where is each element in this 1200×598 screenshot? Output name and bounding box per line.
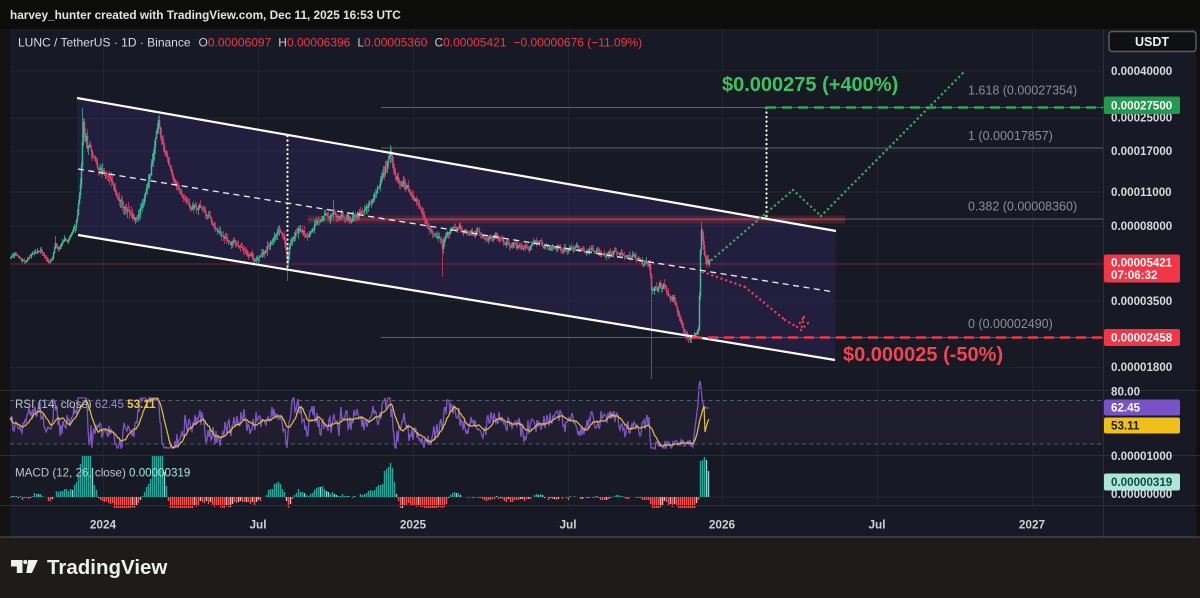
svg-text:Jul: Jul xyxy=(249,518,266,532)
svg-text:USDT: USDT xyxy=(1135,35,1169,49)
svg-text:$0.000025 (-50%): $0.000025 (-50%) xyxy=(843,344,1003,366)
svg-text:$0.000275 (+400%): $0.000275 (+400%) xyxy=(722,74,898,96)
svg-text:0.00001800: 0.00001800 xyxy=(1111,361,1172,374)
svg-text:0.00040000: 0.00040000 xyxy=(1111,65,1172,78)
svg-text:Jul: Jul xyxy=(559,518,576,532)
svg-text:07:06:32: 07:06:32 xyxy=(1111,269,1157,282)
svg-text:0.00025000: 0.00025000 xyxy=(1111,112,1172,125)
svg-text:80.00: 80.00 xyxy=(1111,386,1140,399)
svg-text:LUNC / TetherUS · 1D · Binance: LUNC / TetherUS · 1D · Binance O0.0000609… xyxy=(18,36,642,50)
svg-text:0 (0.00002490): 0 (0.00002490) xyxy=(968,317,1053,331)
svg-text:0.00000000: 0.00000000 xyxy=(1111,488,1172,501)
svg-text:harvey_hunter created with Tra: harvey_hunter created with TradingView.c… xyxy=(10,8,401,22)
svg-text:2024: 2024 xyxy=(90,518,117,532)
svg-text:0.00000319: 0.00000319 xyxy=(1111,476,1173,489)
svg-text:MACD (12, 26, close) 0.000003: MACD (12, 26, close) 0.00000319 xyxy=(15,467,190,480)
svg-text:TradingView: TradingView xyxy=(47,556,167,579)
svg-text:RSI (14, close) 62.45 53.11: RSI (14, close) 62.45 53.11 xyxy=(15,398,156,411)
svg-text:62.45: 62.45 xyxy=(1111,402,1141,415)
svg-text:0.00027500: 0.00027500 xyxy=(1111,100,1172,113)
svg-text:0.00011000: 0.00011000 xyxy=(1111,186,1172,199)
svg-text:2025: 2025 xyxy=(400,518,427,532)
svg-text:0.00008000: 0.00008000 xyxy=(1111,220,1172,233)
svg-text:0.00005421: 0.00005421 xyxy=(1111,257,1173,270)
svg-text:1 (0.00017857): 1 (0.00017857) xyxy=(968,129,1053,143)
svg-text:0.00001000: 0.00001000 xyxy=(1111,450,1172,463)
svg-text:0.00002458: 0.00002458 xyxy=(1111,332,1173,345)
svg-text:1.618 (0.00027354): 1.618 (0.00027354) xyxy=(968,84,1077,98)
svg-text:Jul: Jul xyxy=(868,518,885,532)
svg-text:53.11: 53.11 xyxy=(1111,420,1140,433)
svg-text:0.382 (0.00008360): 0.382 (0.00008360) xyxy=(968,200,1077,214)
svg-text:2027: 2027 xyxy=(1019,518,1046,532)
svg-text:2026: 2026 xyxy=(709,518,736,532)
svg-text:0.00017000: 0.00017000 xyxy=(1111,145,1172,158)
svg-text:0.00003500: 0.00003500 xyxy=(1111,295,1172,308)
